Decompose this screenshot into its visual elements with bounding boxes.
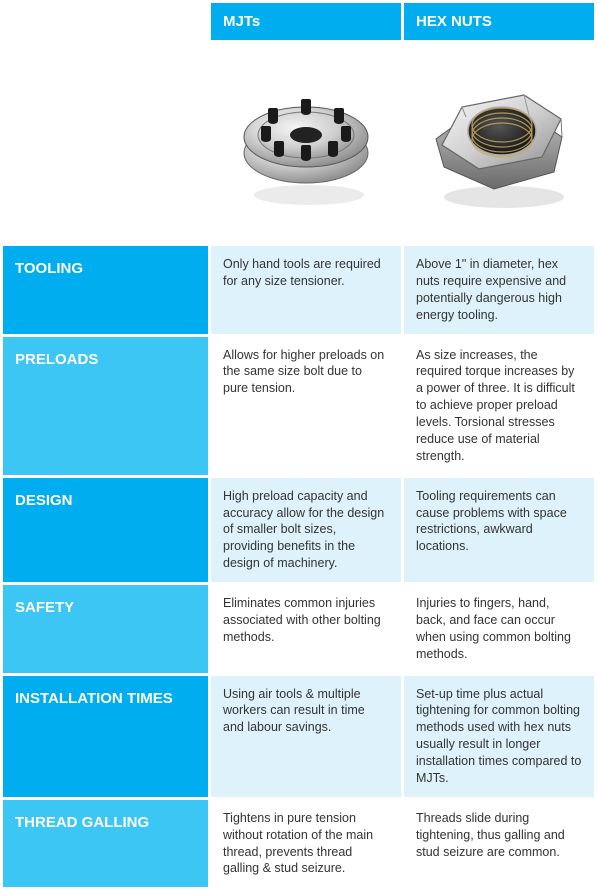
mjt-cell: High preload capacity and accuracy allow…: [211, 478, 401, 582]
mjt-cell: Allows for higher preloads on the same s…: [211, 337, 401, 475]
hex-image-cell: [404, 43, 594, 243]
empty-cell: [3, 43, 208, 243]
hex-cell: Tooling requirements can cause problems …: [404, 478, 594, 582]
mjt-cell: Only hand tools are required for any siz…: [211, 246, 401, 334]
image-row: [3, 43, 594, 243]
row-header: THREAD GALLING: [3, 800, 208, 888]
row-header: TOOLING: [3, 246, 208, 334]
table-row: PRELOADSAllows for higher preloads on th…: [3, 337, 594, 475]
row-header: PRELOADS: [3, 337, 208, 475]
hex-cell: As size increases, the required torque i…: [404, 337, 594, 475]
row-header: DESIGN: [3, 478, 208, 582]
table-row: SAFETYEliminates common injuries associa…: [3, 585, 594, 673]
hex-cell: Threads slide during tightening, thus ga…: [404, 800, 594, 888]
hex-cell: Above 1" in diameter, hex nuts require e…: [404, 246, 594, 334]
table-row: THREAD GALLINGTightens in pure tension w…: [3, 800, 594, 888]
mjt-cell: Using air tools & multiple workers can r…: [211, 676, 401, 797]
col-header-mjt: MJTs: [211, 3, 401, 40]
row-header: INSTALLATION TIMES: [3, 676, 208, 797]
hex-cell: Injuries to fingers, hand, back, and fac…: [404, 585, 594, 673]
mjt-cell: Tightens in pure tension without rotatio…: [211, 800, 401, 888]
table-row: DESIGNHigh preload capacity and accuracy…: [3, 478, 594, 582]
hex-nut-icon: [414, 57, 584, 227]
mjt-icon: [221, 57, 391, 227]
mjt-image-cell: [211, 43, 401, 243]
col-header-hex: HEX NUTS: [404, 3, 594, 40]
table-row: INSTALLATION TIMESUsing air tools & mult…: [3, 676, 594, 797]
table-row: TOOLINGOnly hand tools are required for …: [3, 246, 594, 334]
mjt-cell: Eliminates common injuries associated wi…: [211, 585, 401, 673]
empty-corner: [3, 3, 208, 40]
header-row: MJTs HEX NUTS: [3, 3, 594, 40]
row-header: SAFETY: [3, 585, 208, 673]
hex-cell: Set-up time plus actual tightening for c…: [404, 676, 594, 797]
comparison-table: MJTs HEX NUTS: [0, 0, 597, 890]
